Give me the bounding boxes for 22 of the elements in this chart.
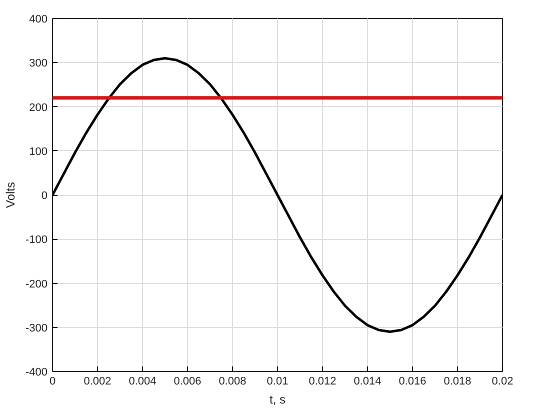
x-tick-label: 0.02 <box>492 376 514 388</box>
x-axis-title: t, s <box>270 392 286 406</box>
x-tick-label: 0.01 <box>266 376 288 388</box>
x-tick-label: 0.012 <box>308 376 336 388</box>
y-tick-label: 400 <box>29 14 48 26</box>
x-tick-label: 0.018 <box>444 376 472 388</box>
x-tick-label: 0 <box>49 376 56 388</box>
y-tick-label: 300 <box>29 58 48 70</box>
x-tick-label: 0.016 <box>398 376 426 388</box>
y-tick-label: 100 <box>29 146 48 158</box>
y-tick-label: 200 <box>29 102 48 114</box>
y-tick-label: -400 <box>25 366 48 378</box>
x-tick-label: 0.006 <box>174 376 202 388</box>
y-axis-title: Volts <box>3 182 18 208</box>
y-tick-label: -300 <box>25 322 48 334</box>
x-tick-label: 0.004 <box>128 376 156 388</box>
y-tick-label: -200 <box>25 278 48 290</box>
x-tick-label: 0.002 <box>84 376 112 388</box>
x-tick-label: 0.014 <box>354 376 382 388</box>
y-tick-label: -100 <box>25 234 48 246</box>
x-tick-label: 0.008 <box>218 376 246 388</box>
y-tick-label: 0 <box>41 190 48 202</box>
